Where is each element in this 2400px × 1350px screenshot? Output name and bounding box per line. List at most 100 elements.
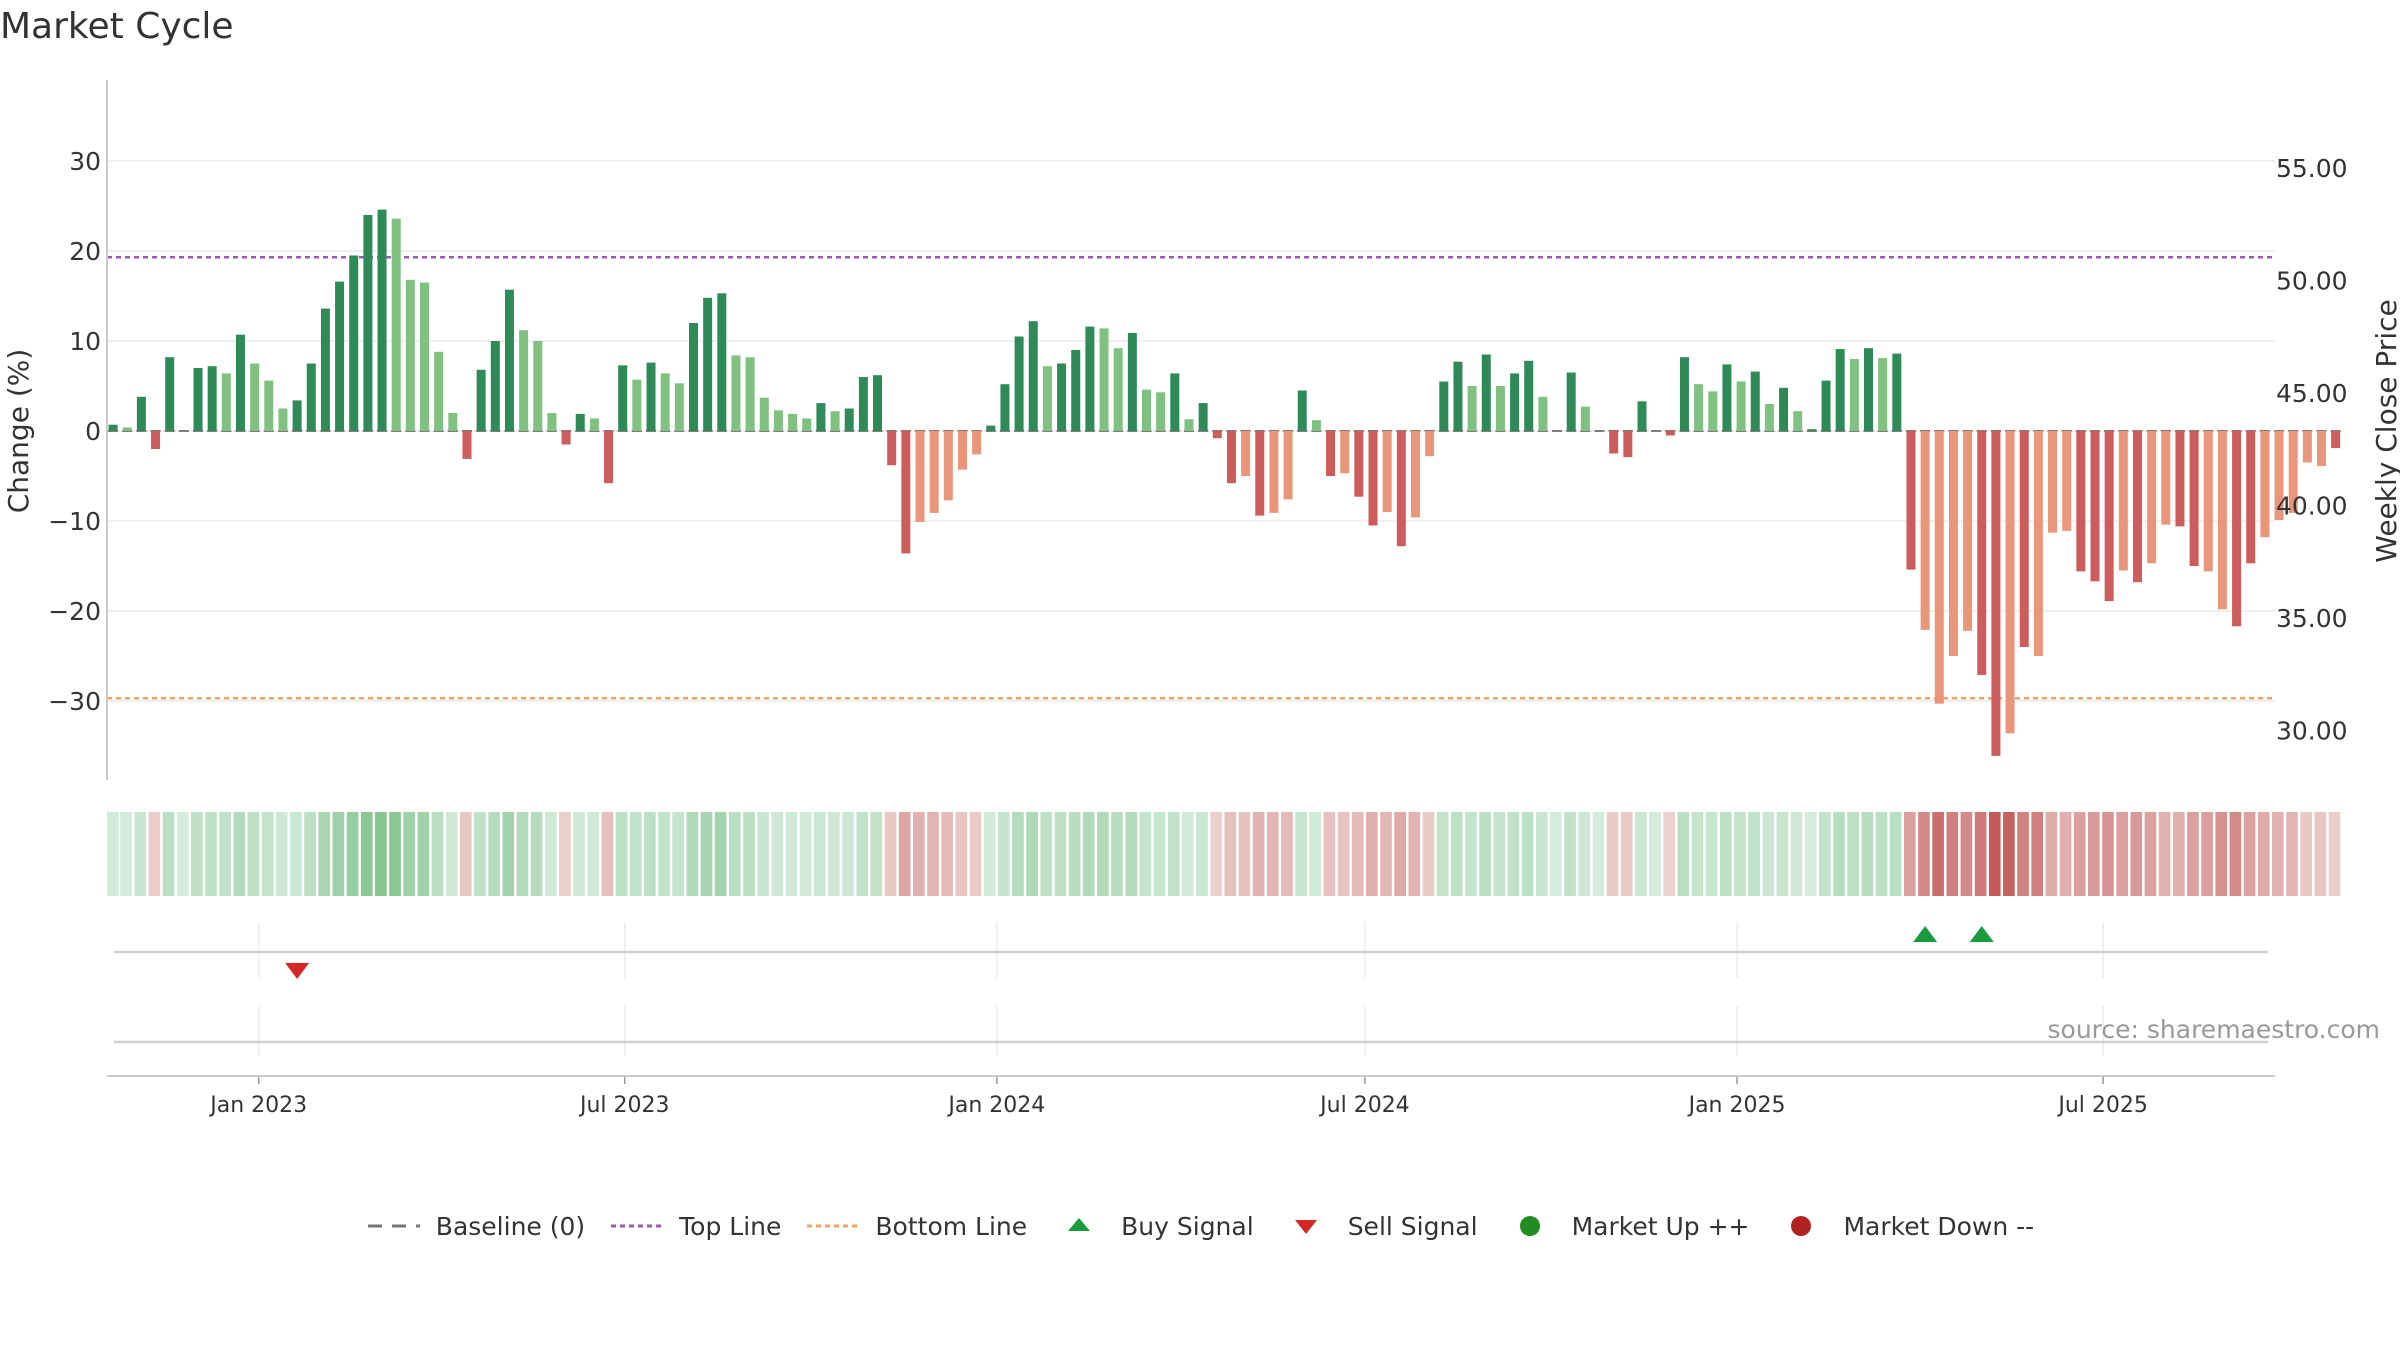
regime-cell <box>290 812 302 896</box>
regime-cell <box>191 812 203 896</box>
change-bar <box>1184 419 1194 431</box>
regime-cell <box>1097 812 1109 896</box>
regime-cell <box>771 812 784 896</box>
change-bar <box>1580 406 1590 431</box>
regime-cell <box>1125 812 1138 896</box>
regime-cell <box>1210 812 1222 896</box>
regime-cell <box>1479 812 1491 896</box>
change-bar <box>873 375 883 431</box>
change-bar <box>405 279 415 431</box>
regime-cell <box>1564 812 1576 896</box>
change-bar <box>1000 384 1010 431</box>
change-bar <box>660 373 670 431</box>
change-bar <box>1807 429 1817 431</box>
legend-label: Sell Signal <box>1347 1211 1478 1241</box>
regime-cell <box>403 812 416 896</box>
change-bar <box>193 368 203 431</box>
change-bar <box>943 431 953 501</box>
regime-cell <box>1082 812 1095 896</box>
change-bar <box>1736 381 1746 431</box>
change-bar <box>2288 431 2298 513</box>
triangle-up-icon <box>1051 1211 1107 1241</box>
regime-cell <box>360 812 373 896</box>
regime-cell <box>1380 812 1392 896</box>
regime-cell <box>2116 812 2128 896</box>
regime-cell <box>1550 812 1562 896</box>
change-bar <box>1226 431 1236 484</box>
change-bar <box>519 330 529 431</box>
change-bar <box>306 363 316 431</box>
regime-cell <box>559 812 571 896</box>
change-bar <box>250 363 260 431</box>
regime-cell <box>389 812 401 896</box>
regime-cell <box>927 812 939 896</box>
change-bar <box>547 413 557 431</box>
change-bar <box>575 413 585 431</box>
change-bar <box>816 403 826 431</box>
change-bar <box>1014 336 1024 431</box>
change-bar <box>1948 431 1958 656</box>
regime-cell <box>884 812 897 896</box>
regime-cell <box>1804 812 1817 896</box>
regime-cell <box>261 812 274 896</box>
regime-cell <box>1535 812 1548 896</box>
change-bar <box>1779 387 1789 431</box>
change-bar <box>151 431 161 449</box>
regime-cell <box>573 812 585 896</box>
change-bar <box>490 341 500 431</box>
sell-signal-marker <box>285 963 310 979</box>
regime-cell <box>1691 812 1704 896</box>
change-bar <box>1722 364 1732 431</box>
change-bar <box>462 431 472 459</box>
change-bar <box>1156 392 1166 431</box>
regime-cell <box>714 812 727 896</box>
regime-cell <box>1394 812 1406 896</box>
change-bar <box>2189 431 2199 566</box>
regime-cell <box>1323 812 1336 896</box>
regime-cell <box>431 812 444 896</box>
regime-cell <box>1918 812 1930 896</box>
change-bar <box>1878 358 1888 431</box>
regime-cell <box>233 812 246 896</box>
regime-cell <box>1366 812 1378 896</box>
green-dot-icon <box>1502 1211 1558 1241</box>
regime-cell <box>1266 812 1279 896</box>
x-tick-label: Jul 2024 <box>1318 1093 1410 1118</box>
legend-market-up-dot <box>1519 1216 1540 1236</box>
regime-cell <box>1946 812 1959 896</box>
change-bar <box>1510 373 1520 431</box>
regime-cell <box>1507 812 1520 896</box>
y-tick-label: −10 <box>48 507 101 536</box>
x-tick-label: Jul 2025 <box>2056 1093 2148 1118</box>
regime-cell <box>1238 812 1251 896</box>
change-bar <box>476 369 486 431</box>
y-tick-label: 30 <box>69 147 101 176</box>
change-bar <box>2104 431 2114 602</box>
change-bar <box>1609 431 1619 454</box>
regime-cell <box>700 812 713 896</box>
change-bar <box>717 293 727 431</box>
regime-cell <box>1705 812 1718 896</box>
change-bar <box>773 410 783 431</box>
change-bar <box>391 218 401 431</box>
regime-cell <box>1606 812 1619 896</box>
regime-cell <box>1436 812 1449 896</box>
change-bar <box>802 418 812 431</box>
change-bar <box>2062 431 2072 531</box>
change-bar <box>136 396 146 431</box>
regime-cell <box>1790 812 1803 896</box>
change-bar <box>1538 396 1548 431</box>
change-bar <box>2048 431 2058 533</box>
regime-cell <box>445 812 458 896</box>
regime-cell <box>1719 812 1732 896</box>
change-bar <box>2246 431 2256 564</box>
change-bar <box>887 431 897 466</box>
regime-cell <box>1974 812 1987 896</box>
regime-cell <box>502 812 515 896</box>
legend-label: Baseline (0) <box>435 1211 586 1241</box>
regime-cell <box>1040 812 1053 896</box>
change-bar <box>1524 360 1534 431</box>
regime-cell <box>176 812 189 896</box>
regime-cell <box>955 812 968 896</box>
change-bar <box>1042 366 1052 431</box>
